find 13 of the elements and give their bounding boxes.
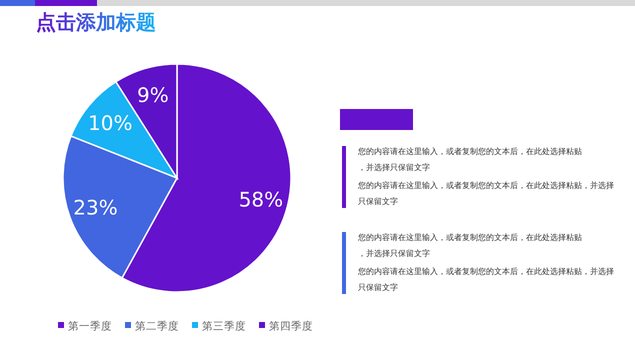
legend-label: 第二季度 (135, 320, 179, 333)
data-label: 23% (73, 195, 118, 220)
text: 您的内容请在这里输入，或者复制您的文本后，在此处选择粘贴，并选择只保留文字 (357, 267, 614, 292)
text: 您的内容请在这里输入，或者复制您的文本后，在此处选择粘贴，并选择只保留文字 (357, 233, 582, 258)
text: 您的内容请在这里输入，或者复制您的文本后，在此处选择粘贴，并选择只保留文字 (357, 147, 582, 172)
data-label: 9% (136, 82, 169, 107)
chart-title: 点击添加标题 (36, 10, 156, 34)
data-label: 58% (238, 188, 284, 212)
data-label: 10% (88, 110, 132, 135)
legend-label: 第一季度 (68, 320, 112, 333)
text: 您的内容请在这里输入，或者复制您的文本后，在此处选择粘贴，并选择只保留文字 (357, 181, 614, 206)
legend-label: 第三季度 (202, 320, 246, 333)
legend-label: 第四季度 (269, 320, 313, 333)
